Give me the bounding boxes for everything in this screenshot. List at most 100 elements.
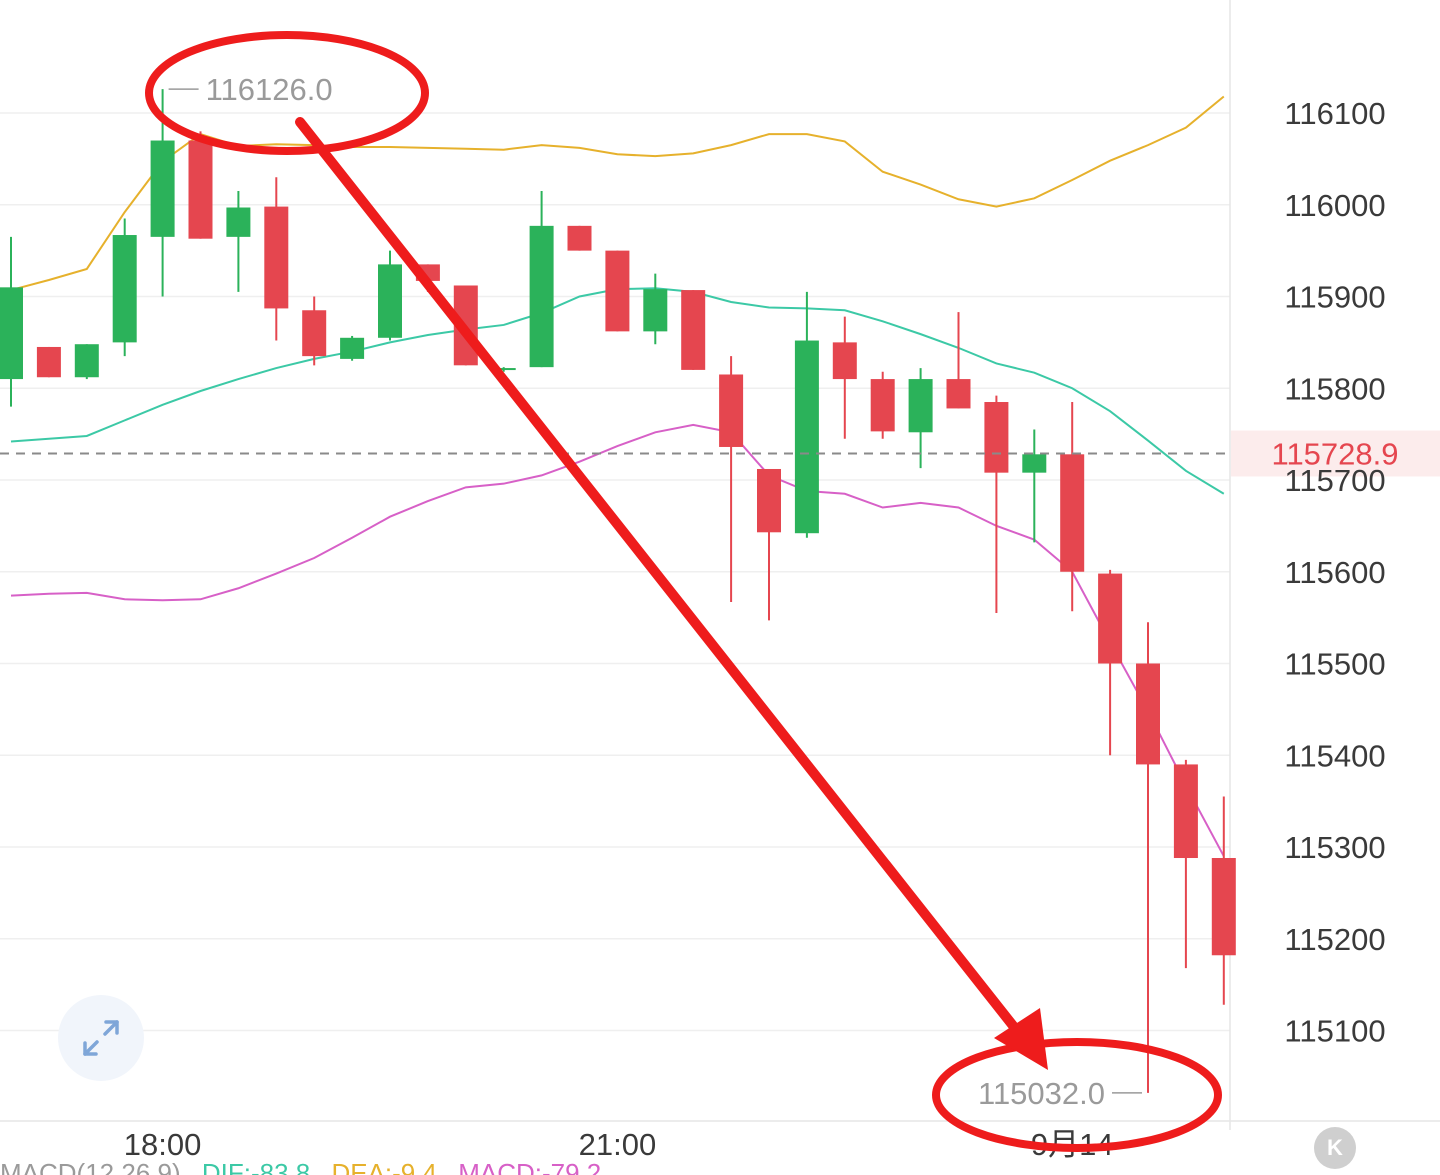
candle <box>74 344 99 380</box>
price-tick-label: 115400 <box>1284 738 1385 773</box>
candle-body <box>264 206 289 309</box>
candle <box>681 290 706 370</box>
candles <box>0 89 1236 1093</box>
candle-body <box>302 310 327 357</box>
candle <box>946 312 971 409</box>
candle-body <box>1060 454 1085 572</box>
candle <box>757 468 781 621</box>
price-tick-label: 115600 <box>1284 555 1385 590</box>
time-axis: 18:00 21:00 9月14 <box>124 1127 1114 1162</box>
candle-body <box>984 402 1009 473</box>
high-circle-annotation <box>145 31 429 155</box>
candle-body <box>1098 573 1123 664</box>
candle <box>908 368 933 469</box>
candle-body <box>226 207 251 237</box>
candle <box>1136 622 1160 1093</box>
candle-body <box>1173 764 1198 859</box>
candle <box>870 371 895 439</box>
down-arrow-head <box>994 1008 1048 1070</box>
candle-body <box>643 289 668 332</box>
candle-body <box>605 250 630 332</box>
candle-body <box>340 337 365 359</box>
time-tick-label: 18:00 <box>124 1127 202 1162</box>
candle <box>832 316 857 439</box>
price-tick-label: 115800 <box>1284 371 1385 406</box>
candle-body <box>832 342 857 380</box>
macd-dea: DEA:-9.4 <box>331 1158 437 1175</box>
expand-arrows-icon <box>83 1020 119 1056</box>
candle <box>188 131 213 239</box>
candle <box>112 218 137 357</box>
candle-body <box>150 140 175 237</box>
down-arrow-line <box>295 117 1023 1037</box>
candle <box>264 177 289 341</box>
time-tick-label: 21:00 <box>579 1127 657 1162</box>
candle-body <box>794 340 819 534</box>
candle-body <box>567 225 592 251</box>
candle-body <box>491 368 516 371</box>
candle-body <box>36 346 61 378</box>
current-price-line: 115728.9 <box>0 430 1440 477</box>
candle <box>567 225 592 251</box>
current-price-tag <box>1231 430 1440 477</box>
candle <box>491 367 516 372</box>
candle-body <box>188 140 213 239</box>
candle-body <box>870 379 895 432</box>
macd-title: MACD(12,26,9) <box>0 1158 181 1175</box>
expand-button[interactable] <box>58 995 144 1081</box>
candle <box>605 250 630 332</box>
candle-body <box>1211 858 1236 956</box>
candle-body <box>1022 454 1047 473</box>
macd-value: MACD:-79.2 <box>458 1158 601 1175</box>
candle <box>984 395 1009 614</box>
candle-body <box>908 379 933 433</box>
candle <box>719 356 744 603</box>
candle-body <box>74 344 99 378</box>
candle-body <box>529 225 554 368</box>
candle-body <box>112 235 137 343</box>
low-circle-annotation <box>932 1038 1222 1152</box>
kline-logo-icon: K <box>1327 1135 1343 1160</box>
candle <box>529 190 554 368</box>
kline-logo-button[interactable]: K <box>1314 1127 1356 1169</box>
candle-body <box>0 287 23 380</box>
current-price-label: 115728.9 <box>1272 436 1399 471</box>
candle <box>36 346 61 378</box>
macd-dif: DIF:-83.8 <box>202 1158 310 1175</box>
candle <box>150 89 175 297</box>
extreme-markers: 116126.0 115032.0 <box>168 72 1142 1111</box>
candle <box>226 190 251 292</box>
price-tick-label: 116100 <box>1284 96 1385 131</box>
price-tick-label: 116000 <box>1284 188 1385 223</box>
candle <box>340 335 365 361</box>
candle <box>1098 569 1123 756</box>
price-tick-label: 115300 <box>1284 830 1385 865</box>
candle <box>794 291 819 538</box>
candle <box>1211 796 1236 1005</box>
candle-body <box>681 290 706 370</box>
high-marker-label: 116126.0 <box>206 72 333 107</box>
price-tick-label: 115500 <box>1284 647 1385 682</box>
candle <box>1060 402 1085 612</box>
price-tick-label: 115100 <box>1284 1014 1385 1049</box>
candle-body <box>1136 663 1160 765</box>
candle <box>1173 759 1198 969</box>
candle-body <box>719 374 744 447</box>
price-tick-label: 115200 <box>1284 922 1385 957</box>
candle-body <box>378 264 402 338</box>
red-annotations <box>145 31 1222 1152</box>
indicator-line-3 <box>10 423 1225 857</box>
candle <box>378 250 402 341</box>
candle <box>302 296 327 366</box>
price-tick-label: 115900 <box>1284 280 1385 315</box>
price-tick-label: 115700 <box>1284 463 1385 498</box>
candle <box>643 273 668 345</box>
macd-legend: MACD(12,26,9) DIF:-83.8 DEA:-9.4 MACD:-7… <box>0 1158 601 1175</box>
candle-body <box>757 468 781 533</box>
price-axis: 116100 116000 115900 115800 115700 115600 1155… <box>1284 96 1385 1049</box>
candle <box>1022 429 1047 543</box>
candle <box>0 236 23 407</box>
low-marker-label: 115032.0 <box>978 1076 1105 1111</box>
candle-body <box>946 379 971 409</box>
